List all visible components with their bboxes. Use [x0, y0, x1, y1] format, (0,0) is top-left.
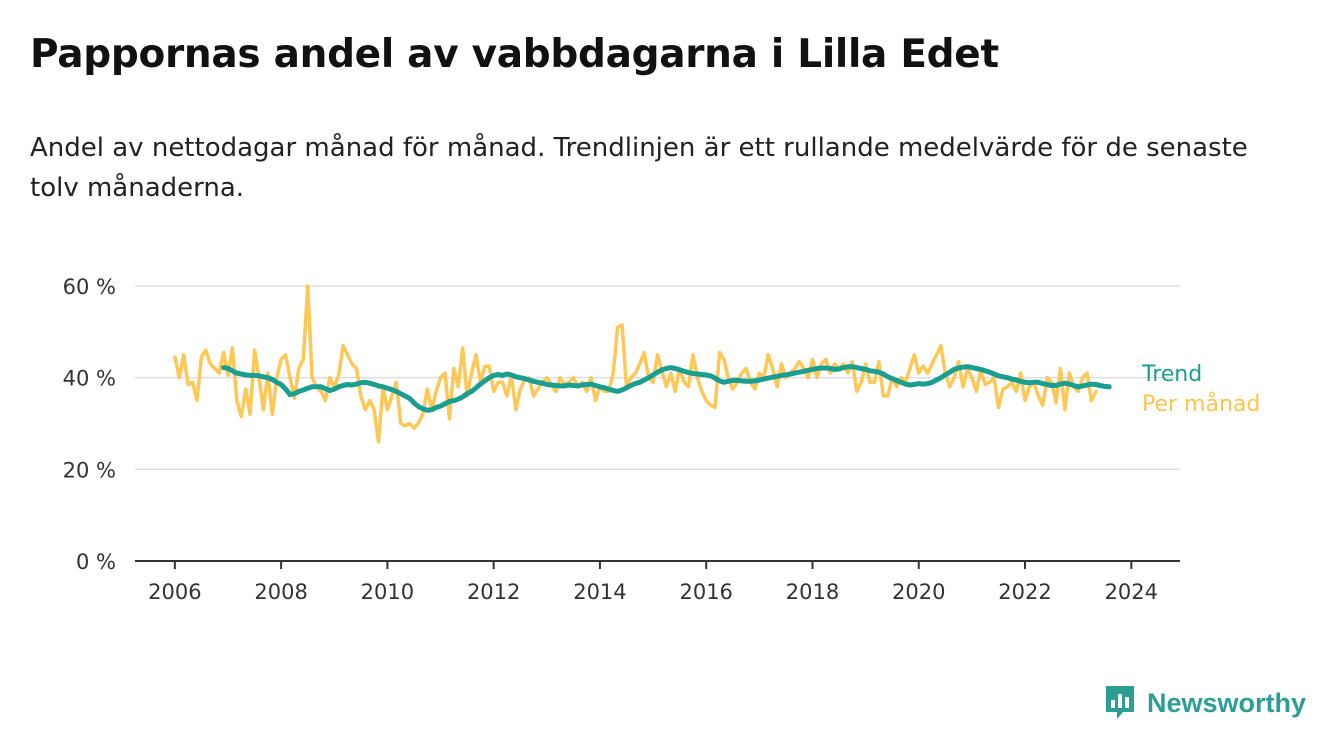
brand-name: Newsworthy: [1147, 687, 1307, 718]
x-tick-label: 2008: [254, 580, 307, 604]
x-tick-label: 2014: [573, 580, 626, 604]
legend-label-trend: Trend: [1141, 362, 1202, 387]
line-chart: 0 % 20 % 40 % 60 % 2006 2008 2010 2012 2014 2016 2…: [63, 275, 1261, 604]
x-tick-label: 2020: [892, 580, 945, 604]
trend-series-line: [221, 364, 1112, 413]
chart-title: Pappornas andel av vabbdagarna i Lilla E…: [30, 32, 999, 77]
chart-subtitle: Andel av nettodagar månad för månad. Tre…: [30, 133, 1248, 203]
y-tick-label: 60 %: [63, 275, 116, 299]
y-tick-label: 20 %: [63, 458, 116, 482]
x-tick-label: 2010: [361, 580, 414, 604]
axis-layer: 0 % 20 % 40 % 60 % 2006 2008 2010 2012 2014 2016 2…: [63, 275, 1180, 604]
x-tick-label: 2016: [679, 580, 732, 604]
x-tick-label: 2006: [148, 580, 201, 604]
brand-logo[interactable]: Newsworthy: [1103, 683, 1306, 723]
x-tick-label: 2018: [786, 580, 839, 604]
y-tick-label: 40 %: [63, 367, 116, 391]
x-tick-label: 2012: [467, 580, 520, 604]
legend-layer: Trend Per månad: [1141, 362, 1260, 417]
series-layer: [173, 284, 1112, 444]
legend-label-per-manad: Per månad: [1142, 391, 1260, 417]
y-tick-label: 0 %: [76, 550, 116, 574]
x-tick-label: 2024: [1105, 580, 1158, 604]
bar-chart-logo-icon: [1106, 686, 1134, 719]
x-tick-label: 2022: [998, 580, 1051, 604]
monthly-series-line: [173, 284, 1098, 444]
